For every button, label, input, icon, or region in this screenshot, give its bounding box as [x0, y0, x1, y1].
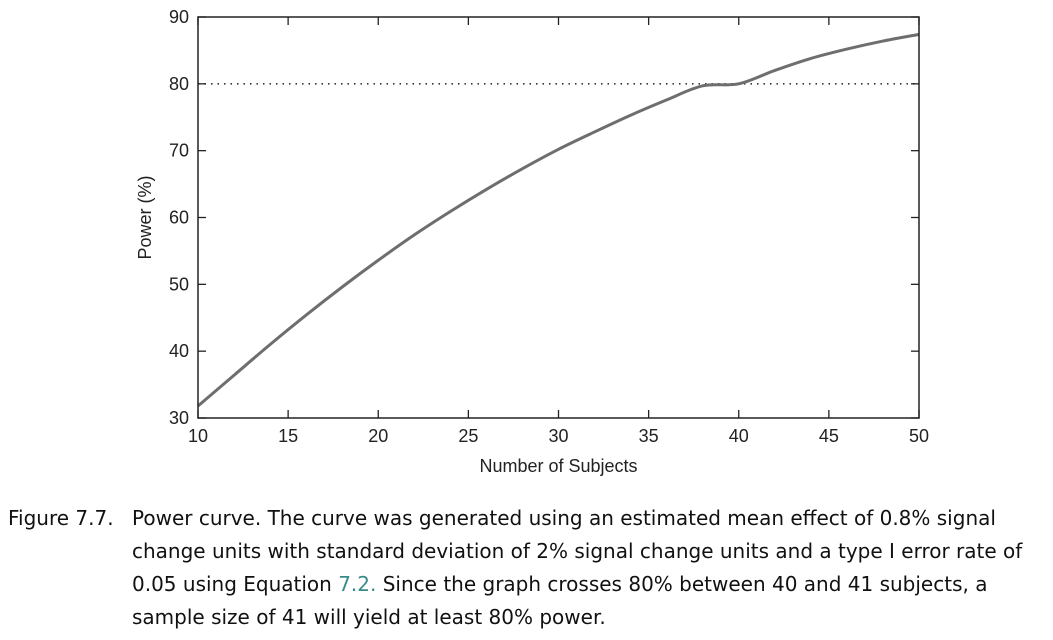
- y-tick-label: 60: [169, 208, 189, 228]
- caption-text-before: Power curve. The curve was generated usi…: [132, 506, 1023, 596]
- y-tick-label: 90: [169, 7, 189, 27]
- x-tick-label: 15: [278, 426, 298, 446]
- y-tick-label: 80: [169, 74, 189, 94]
- caption-label: Figure 7.7.: [8, 506, 114, 530]
- equation-link[interactable]: 7.2.: [338, 572, 377, 596]
- ticks: 10 15 20 25 30 35 40 45 50 30 40 50 60 70 80 90: [169, 7, 929, 446]
- caption-text-after: Since the graph crosses 80% between 40 a…: [132, 572, 988, 629]
- y-axis-label: Power (%): [135, 175, 155, 259]
- x-tick-label: 25: [458, 426, 478, 446]
- y-tick-label: 30: [169, 408, 189, 428]
- x-tick-label: 50: [909, 426, 929, 446]
- y-tick-label: 70: [169, 141, 189, 161]
- caption-text: Power curve. The curve was generated usi…: [132, 502, 1038, 634]
- x-tick-label: 20: [368, 426, 388, 446]
- x-tick-label: 45: [819, 426, 839, 446]
- y-tick-label: 40: [169, 341, 189, 361]
- figure-caption: Figure 7.7. Power curve. The curve was g…: [8, 502, 1048, 634]
- x-tick-label: 40: [729, 426, 749, 446]
- x-tick-label: 30: [548, 426, 568, 446]
- plot-frame: [197, 16, 920, 419]
- x-tick-label: 10: [188, 426, 208, 446]
- x-axis-label: Number of Subjects: [479, 456, 637, 476]
- y-tick-label: 50: [169, 274, 189, 294]
- x-tick-label: 35: [639, 426, 659, 446]
- power-curve-chart: 10 15 20 25 30 35 40 45 50 30 40 50 60 70 80 90 Number …: [135, 7, 929, 476]
- power-curve-line: [197, 32, 920, 408]
